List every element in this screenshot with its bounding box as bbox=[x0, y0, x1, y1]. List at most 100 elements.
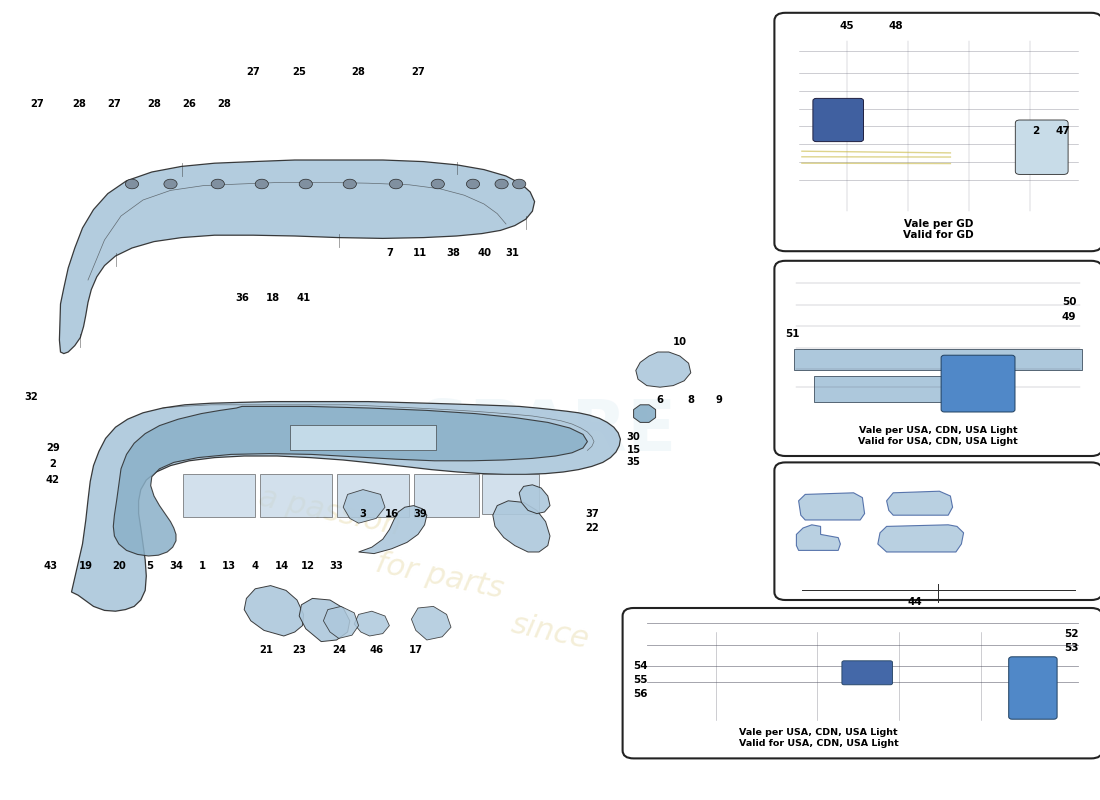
Polygon shape bbox=[244, 586, 304, 636]
Text: 13: 13 bbox=[222, 562, 235, 571]
Text: 20: 20 bbox=[112, 562, 125, 571]
Text: 28: 28 bbox=[147, 99, 161, 109]
Text: Valid for GD: Valid for GD bbox=[903, 230, 974, 240]
Text: 46: 46 bbox=[370, 645, 383, 654]
Text: 3: 3 bbox=[360, 509, 366, 518]
Text: 33: 33 bbox=[330, 562, 343, 571]
Text: 21: 21 bbox=[260, 645, 273, 654]
Text: euro: euro bbox=[232, 398, 418, 466]
Polygon shape bbox=[59, 160, 535, 354]
Text: 2: 2 bbox=[50, 459, 56, 469]
Circle shape bbox=[513, 179, 526, 189]
Text: SPARE: SPARE bbox=[418, 398, 678, 466]
Text: 35: 35 bbox=[627, 458, 640, 467]
Text: 54: 54 bbox=[632, 661, 648, 670]
Text: 49: 49 bbox=[1062, 312, 1077, 322]
Text: 37: 37 bbox=[585, 509, 598, 518]
FancyBboxPatch shape bbox=[290, 425, 436, 450]
Text: 47: 47 bbox=[1055, 126, 1070, 136]
Text: 31: 31 bbox=[506, 248, 519, 258]
Text: 28: 28 bbox=[352, 67, 365, 77]
FancyBboxPatch shape bbox=[814, 376, 987, 402]
Text: 44: 44 bbox=[908, 597, 923, 606]
FancyBboxPatch shape bbox=[794, 349, 1082, 370]
Polygon shape bbox=[299, 598, 350, 642]
FancyBboxPatch shape bbox=[482, 474, 539, 514]
Text: 9: 9 bbox=[716, 395, 723, 405]
Text: 53: 53 bbox=[1064, 643, 1079, 653]
Text: 26: 26 bbox=[183, 99, 196, 109]
Text: since: since bbox=[508, 610, 592, 654]
Text: a passion: a passion bbox=[256, 482, 404, 542]
Text: 17: 17 bbox=[409, 645, 422, 654]
Text: 2: 2 bbox=[1033, 126, 1039, 136]
Text: 8: 8 bbox=[688, 395, 694, 405]
Text: Valid for USA, CDN, USA Light: Valid for USA, CDN, USA Light bbox=[738, 738, 899, 748]
Text: 18: 18 bbox=[266, 293, 279, 302]
Polygon shape bbox=[493, 501, 550, 552]
Text: 48: 48 bbox=[888, 21, 903, 30]
Circle shape bbox=[211, 179, 224, 189]
Polygon shape bbox=[354, 611, 389, 636]
Circle shape bbox=[343, 179, 356, 189]
FancyBboxPatch shape bbox=[774, 462, 1100, 600]
Text: 30: 30 bbox=[627, 432, 640, 442]
FancyBboxPatch shape bbox=[414, 474, 478, 517]
Circle shape bbox=[495, 179, 508, 189]
Polygon shape bbox=[878, 525, 964, 552]
FancyBboxPatch shape bbox=[842, 661, 892, 685]
Text: Vale per GD: Vale per GD bbox=[903, 219, 974, 229]
Text: 51: 51 bbox=[784, 330, 800, 339]
FancyBboxPatch shape bbox=[260, 474, 332, 517]
Text: 40: 40 bbox=[477, 248, 491, 258]
Polygon shape bbox=[113, 406, 587, 556]
Text: 27: 27 bbox=[108, 99, 121, 109]
Circle shape bbox=[389, 179, 403, 189]
Text: Valid for USA, CDN, USA Light: Valid for USA, CDN, USA Light bbox=[858, 437, 1019, 446]
Circle shape bbox=[164, 179, 177, 189]
FancyBboxPatch shape bbox=[774, 13, 1100, 251]
Text: 27: 27 bbox=[31, 99, 44, 109]
Text: 36: 36 bbox=[235, 293, 249, 302]
Text: 56: 56 bbox=[632, 690, 648, 699]
Text: 25: 25 bbox=[293, 67, 306, 77]
Text: for parts: for parts bbox=[373, 548, 507, 604]
FancyBboxPatch shape bbox=[183, 474, 255, 517]
Text: 6: 6 bbox=[657, 395, 663, 405]
Text: 29: 29 bbox=[46, 443, 59, 453]
Text: 4: 4 bbox=[252, 562, 258, 571]
Polygon shape bbox=[887, 491, 953, 515]
Text: 39: 39 bbox=[414, 509, 427, 518]
Text: 55: 55 bbox=[632, 675, 648, 685]
Polygon shape bbox=[519, 485, 550, 514]
Text: 27: 27 bbox=[411, 67, 425, 77]
Text: 27: 27 bbox=[246, 67, 260, 77]
Polygon shape bbox=[411, 606, 451, 640]
Text: 41: 41 bbox=[297, 293, 310, 302]
Circle shape bbox=[125, 179, 139, 189]
FancyBboxPatch shape bbox=[813, 98, 864, 142]
Polygon shape bbox=[72, 402, 620, 611]
FancyBboxPatch shape bbox=[1015, 120, 1068, 174]
Text: 24: 24 bbox=[332, 645, 345, 654]
Text: 19: 19 bbox=[79, 562, 92, 571]
Text: 11: 11 bbox=[414, 248, 427, 258]
Text: 5: 5 bbox=[146, 562, 153, 571]
Polygon shape bbox=[636, 352, 691, 387]
Text: 28: 28 bbox=[218, 99, 231, 109]
Text: 34: 34 bbox=[169, 562, 183, 571]
FancyBboxPatch shape bbox=[774, 261, 1100, 456]
Text: 16: 16 bbox=[385, 509, 398, 518]
Text: 15: 15 bbox=[627, 445, 640, 454]
FancyBboxPatch shape bbox=[942, 355, 1015, 412]
Circle shape bbox=[255, 179, 268, 189]
Polygon shape bbox=[634, 405, 656, 422]
Text: 7: 7 bbox=[386, 248, 393, 258]
Circle shape bbox=[299, 179, 312, 189]
FancyBboxPatch shape bbox=[1009, 657, 1057, 719]
Text: 10: 10 bbox=[673, 338, 686, 347]
Text: 38: 38 bbox=[447, 248, 460, 258]
Polygon shape bbox=[799, 493, 865, 520]
Text: 42: 42 bbox=[46, 475, 59, 485]
Text: 28: 28 bbox=[73, 99, 86, 109]
